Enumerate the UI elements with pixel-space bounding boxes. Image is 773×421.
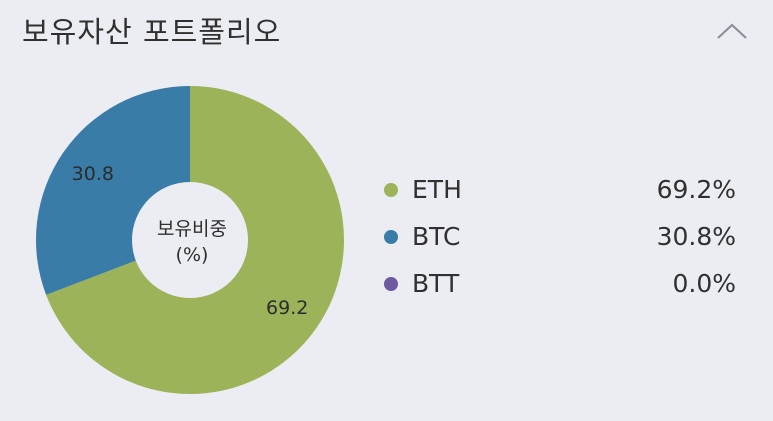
page-title: 보유자산 포트폴리오 [22, 15, 282, 49]
slice-label-btc: 30.8 [72, 163, 114, 185]
donut-svg: 보유비중 (%) 69.2 30.8 [35, 86, 344, 394]
legend: ETH 69.2% BTC 30.8% BTT 0.0% [380, 166, 750, 307]
center-label-line2: (%) [176, 244, 209, 266]
legend-name: BTC [412, 222, 461, 251]
chevron-up-icon [717, 23, 747, 39]
btc-dot-icon [384, 229, 398, 244]
center-label-line1: 보유비중 [157, 218, 227, 240]
portfolio-header: 보유자산 포트폴리오 [0, 0, 773, 70]
legend-name: ETH [412, 175, 462, 204]
btt-dot-icon [384, 276, 398, 291]
collapse-button[interactable] [708, 14, 756, 48]
donut-hole [132, 182, 248, 298]
holdings-donut-chart: 보유비중 (%) 69.2 30.8 [30, 80, 350, 400]
legend-name: BTT [412, 269, 460, 298]
legend-item-btc[interactable]: BTC 30.8% [380, 213, 750, 260]
eth-dot-icon [384, 182, 398, 197]
legend-percent: 30.8% [656, 222, 736, 251]
slice-label-eth: 69.2 [266, 297, 308, 319]
legend-percent: 0.0% [672, 269, 736, 298]
legend-item-eth[interactable]: ETH 69.2% [380, 166, 750, 213]
legend-percent: 69.2% [656, 175, 736, 204]
legend-item-btt[interactable]: BTT 0.0% [380, 260, 750, 307]
